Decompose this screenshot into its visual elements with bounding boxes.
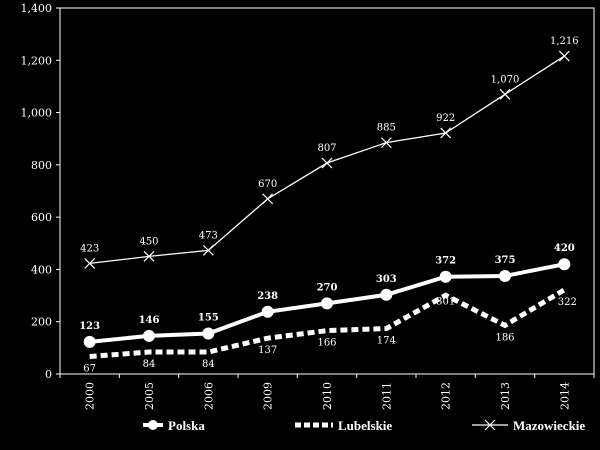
y-tick-label: 1,400 [21,2,53,15]
y-tick-label: 400 [31,263,52,276]
series-line-lubelskie [89,287,566,359]
x-tick-label: 2011 [380,382,393,410]
data-label-mazowieckie: 1,070 [491,74,520,85]
data-label-mazowieckie: 473 [199,230,218,241]
legend-marker-polska [148,420,158,430]
x-tick-label: 2000 [84,382,97,410]
point-mazowieckie [440,127,452,139]
data-label-polska: 303 [376,274,397,285]
x-tick-label: 2013 [499,382,512,410]
data-label-mazowieckie: 885 [377,123,396,134]
x-tick-label: 2012 [440,382,453,410]
data-label-mazowieckie: 423 [80,243,99,254]
data-label-lubelskie: 322 [558,297,577,308]
point-polska [321,297,333,310]
point-mazowieckie [84,257,96,269]
data-label-mazowieckie: 1,216 [550,36,579,47]
data-label-lubelskie: 301 [436,296,455,307]
point-polska [261,305,274,318]
data-labels: 123 146 155 238 270 303 372 375 420 67 84 84 137 166 1… [79,36,578,374]
y-tick-label: 1,200 [21,54,53,67]
data-label-lubelskie: 137 [258,345,277,356]
point-polska [202,327,215,340]
data-label-mazowieckie: 922 [436,113,455,124]
legend-marker-mazowieckie [484,419,496,431]
data-label-lubelskie: 174 [377,336,396,347]
data-label-mazowieckie: 670 [258,179,277,190]
point-polska [143,329,155,342]
legend-label-lubelskie: Lubelskie [338,418,392,433]
x-tick-label: 2005 [143,382,156,410]
data-label-mazowieckie: 807 [317,143,336,154]
legend-label-mazowieckie: Mazowieckie [513,418,585,433]
data-label-polska: 372 [435,256,456,267]
point-polska [558,258,571,271]
data-label-lubelskie: 67 [83,363,96,374]
series-markers [83,50,571,348]
y-tick-label: 0 [45,368,52,381]
data-label-polska: 420 [554,243,575,254]
x-tick-label: 2014 [558,382,571,410]
data-label-polska: 270 [317,282,338,293]
x-tick-label: 2006 [202,382,215,410]
point-mazowieckie [558,50,570,62]
series-line-mazowieckie [89,55,565,265]
data-label-polska: 123 [79,321,100,332]
data-label-polska: 375 [495,255,516,266]
legend-label-polska: Polska [168,418,205,433]
y-tick-label: 800 [31,159,52,172]
point-polska [380,288,393,301]
point-mazowieckie [202,244,214,256]
y-tick-label: 200 [31,316,52,329]
legend-item-lubelskie: Lubelskie [295,418,392,433]
legend-item-polska: Polska [143,418,205,433]
point-mazowieckie [321,157,333,169]
plot-area [59,7,595,375]
point-mazowieckie [143,250,155,262]
y-tick-label: 600 [31,211,52,224]
x-tick-label: 2009 [262,382,275,410]
data-label-lubelskie: 166 [317,338,336,349]
point-mazowieckie [262,193,274,205]
point-polska [499,269,511,282]
legend: Polska Lubelskie Mazowieckie [143,418,585,433]
x-tick-label: 2010 [321,382,334,410]
series-lines [89,55,566,359]
data-label-polska: 238 [257,291,278,302]
x-axis: 2000 2005 2006 2009 2010 2011 2012 2013 2014 [59,374,595,410]
data-label-polska: 146 [139,315,160,326]
y-axis: 0 200 400 600 800 1,000 1,200 1,400 [21,2,60,381]
data-label-mazowieckie: 450 [139,236,158,247]
point-mazowieckie [499,88,511,100]
point-polska [83,335,96,348]
y-tick-label: 1,000 [21,107,53,120]
data-label-lubelskie: 186 [495,332,514,343]
data-label-lubelskie: 84 [143,359,156,370]
plot-frame [59,7,595,375]
data-label-polska: 155 [198,312,219,323]
point-polska [439,270,452,283]
point-mazowieckie [380,137,392,149]
data-label-lubelskie: 84 [202,359,215,370]
legend-item-mazowieckie: Mazowieckie [472,418,585,433]
